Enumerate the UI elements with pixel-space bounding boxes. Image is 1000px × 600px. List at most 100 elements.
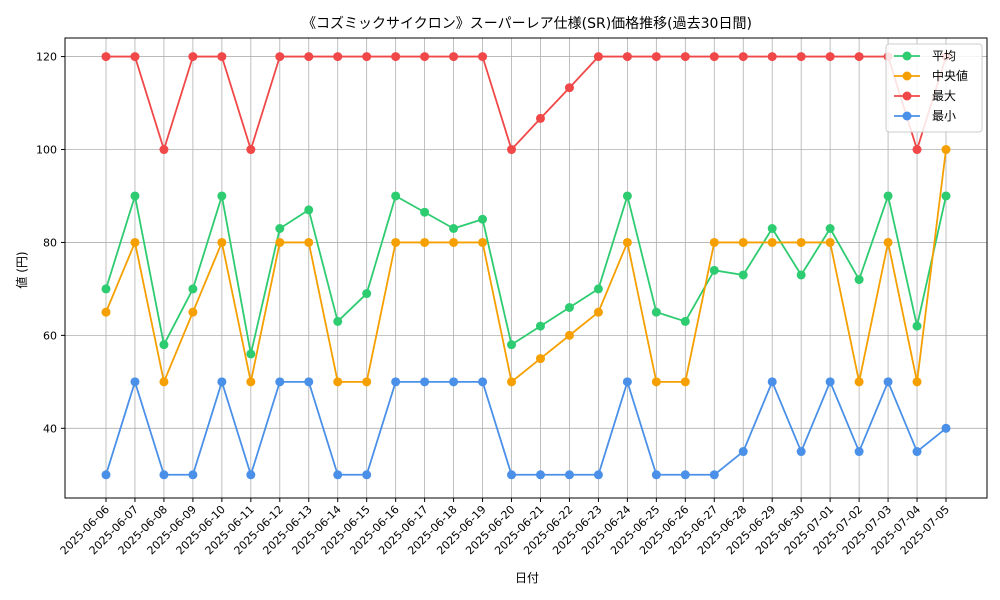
data-point [362, 377, 372, 387]
data-point [622, 377, 632, 387]
data-point [796, 52, 806, 62]
data-point [854, 52, 864, 62]
data-point [941, 423, 951, 433]
series-line [105, 380, 947, 476]
series-2 [101, 52, 951, 155]
data-point [275, 377, 285, 387]
data-point [130, 191, 140, 201]
data-point [564, 470, 574, 480]
chart-title: 《コズミックサイクロン》スーパーレア仕様(SR)価格推移(過去30日間) [302, 16, 752, 32]
legend-marker [902, 111, 912, 121]
data-point [825, 224, 835, 234]
series-line [106, 55, 947, 151]
data-point [622, 52, 632, 62]
data-point [246, 377, 256, 387]
series-3 [101, 377, 951, 480]
data-point [449, 224, 459, 234]
data-point [651, 307, 661, 317]
data-point [912, 145, 922, 155]
data-point [854, 447, 864, 457]
data-point [101, 284, 111, 294]
series-layer [101, 52, 951, 480]
data-point [362, 289, 372, 299]
data-point [449, 237, 459, 247]
legend-label: 最大 [932, 89, 956, 103]
data-point [883, 237, 893, 247]
data-point [304, 205, 314, 215]
data-point [680, 377, 690, 387]
data-point [622, 237, 632, 247]
data-point [709, 52, 719, 62]
data-point [767, 237, 777, 247]
data-point [304, 237, 314, 247]
data-point [912, 377, 922, 387]
data-point [507, 470, 517, 480]
data-point [217, 191, 227, 201]
data-point [333, 470, 343, 480]
data-point [130, 52, 140, 62]
series-1 [101, 145, 951, 387]
data-point [333, 52, 343, 62]
data-point [854, 377, 864, 387]
data-point [767, 224, 777, 234]
data-point [159, 377, 169, 387]
data-point [709, 265, 719, 275]
data-point [738, 237, 748, 247]
data-point [333, 316, 343, 326]
legend-label: 中央値 [932, 68, 968, 83]
data-point [391, 191, 401, 201]
data-point [304, 52, 314, 62]
data-point [507, 377, 517, 387]
data-point [680, 316, 690, 326]
legend-item: 中央値 [894, 68, 968, 83]
legend-item: 平均 [894, 49, 956, 63]
data-point [680, 52, 690, 62]
data-point [709, 470, 719, 480]
data-point [275, 224, 285, 234]
data-point [709, 237, 719, 247]
data-point [217, 237, 227, 247]
data-point [796, 237, 806, 247]
data-point [825, 52, 835, 62]
data-point [275, 237, 285, 247]
data-point [593, 307, 603, 317]
data-point [159, 145, 169, 155]
data-point [651, 377, 661, 387]
data-point [593, 470, 603, 480]
data-point [478, 237, 488, 247]
data-point [275, 52, 285, 62]
data-point [738, 52, 748, 62]
legend-label: 平均 [932, 49, 956, 63]
data-point [883, 191, 893, 201]
data-point [101, 470, 111, 480]
data-point [188, 307, 198, 317]
data-point [507, 145, 517, 155]
data-point [391, 237, 401, 247]
data-point [564, 83, 574, 93]
data-point [651, 470, 661, 480]
data-point [680, 470, 690, 480]
legend-marker [902, 51, 912, 61]
data-point [854, 275, 864, 285]
data-point [362, 470, 372, 480]
data-point [101, 307, 111, 317]
data-point [391, 52, 401, 62]
y-tick-label: 80 [43, 236, 57, 249]
data-point [246, 470, 256, 480]
series-line [105, 149, 947, 383]
data-point [535, 470, 545, 480]
data-point [883, 377, 893, 387]
data-point [130, 377, 140, 387]
data-point [391, 377, 401, 387]
data-point [767, 377, 777, 387]
data-point [449, 52, 459, 62]
data-point [564, 330, 574, 340]
data-point [738, 447, 748, 457]
data-point [333, 377, 343, 387]
data-point [101, 52, 111, 62]
data-point [941, 145, 951, 155]
data-point [535, 321, 545, 331]
data-point [941, 191, 951, 201]
